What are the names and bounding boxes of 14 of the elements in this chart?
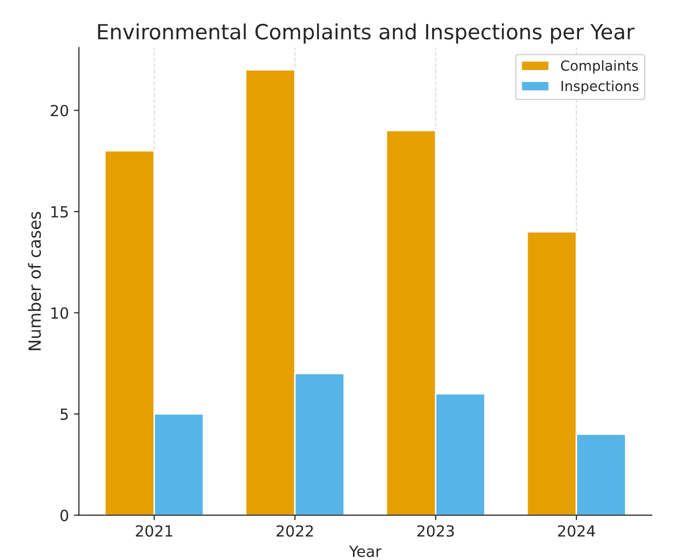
y-tick-label: 20 <box>50 104 68 116</box>
y-tick-label: 15 <box>51 206 68 218</box>
x-tick-label: 2023 <box>417 525 454 537</box>
y-tick-label: 10 <box>51 307 68 319</box>
legend-label: Inspections <box>562 80 639 94</box>
y-tick-label: 5 <box>60 408 68 420</box>
x-tick-label: 2022 <box>276 525 313 537</box>
x-tick-label: 2024 <box>558 525 595 537</box>
y-tick-label: 0 <box>60 510 68 522</box>
x-tick-label: 2021 <box>136 525 172 537</box>
x-axis-title: Year <box>349 546 382 558</box>
chart-title: Environmental Complaints and Inspections per Year <box>98 23 635 44</box>
y-axis-title: Number of cases <box>28 212 41 350</box>
legend-label: Complaints <box>561 60 638 74</box>
